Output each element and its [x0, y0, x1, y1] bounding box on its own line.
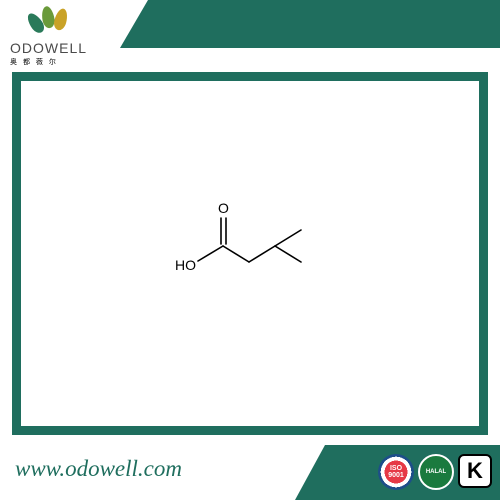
petal-3: [52, 7, 69, 31]
cert-kosher-icon: K: [458, 454, 492, 488]
brand-name: ODOWELL: [10, 40, 87, 56]
cert-badges: ISO 9001 HALAL K: [378, 454, 492, 490]
brand-logo: ODOWELL 奥 都 薇 尔: [8, 2, 118, 67]
cert-iso-icon: ISO 9001: [378, 454, 414, 490]
oxygen-label: O: [218, 200, 229, 216]
footer-region: www.odowell.com ISO 9001 HALAL K: [0, 445, 500, 500]
header-banner: [120, 0, 500, 48]
page-root: ODOWELL 奥 都 薇 尔: [0, 0, 500, 500]
cert-halal-icon: HALAL: [418, 454, 454, 490]
hydroxyl-label: HO: [175, 257, 196, 273]
structure-svg: O HO: [165, 196, 335, 296]
brand-subtitle: 奥 都 薇 尔: [10, 57, 58, 67]
website-url[interactable]: www.odowell.com: [15, 456, 182, 482]
logo-petals-icon: [30, 2, 68, 40]
content-frame: O HO: [12, 72, 488, 435]
header-region: ODOWELL 奥 都 薇 尔: [0, 0, 500, 70]
chemical-structure: O HO: [165, 196, 335, 296]
